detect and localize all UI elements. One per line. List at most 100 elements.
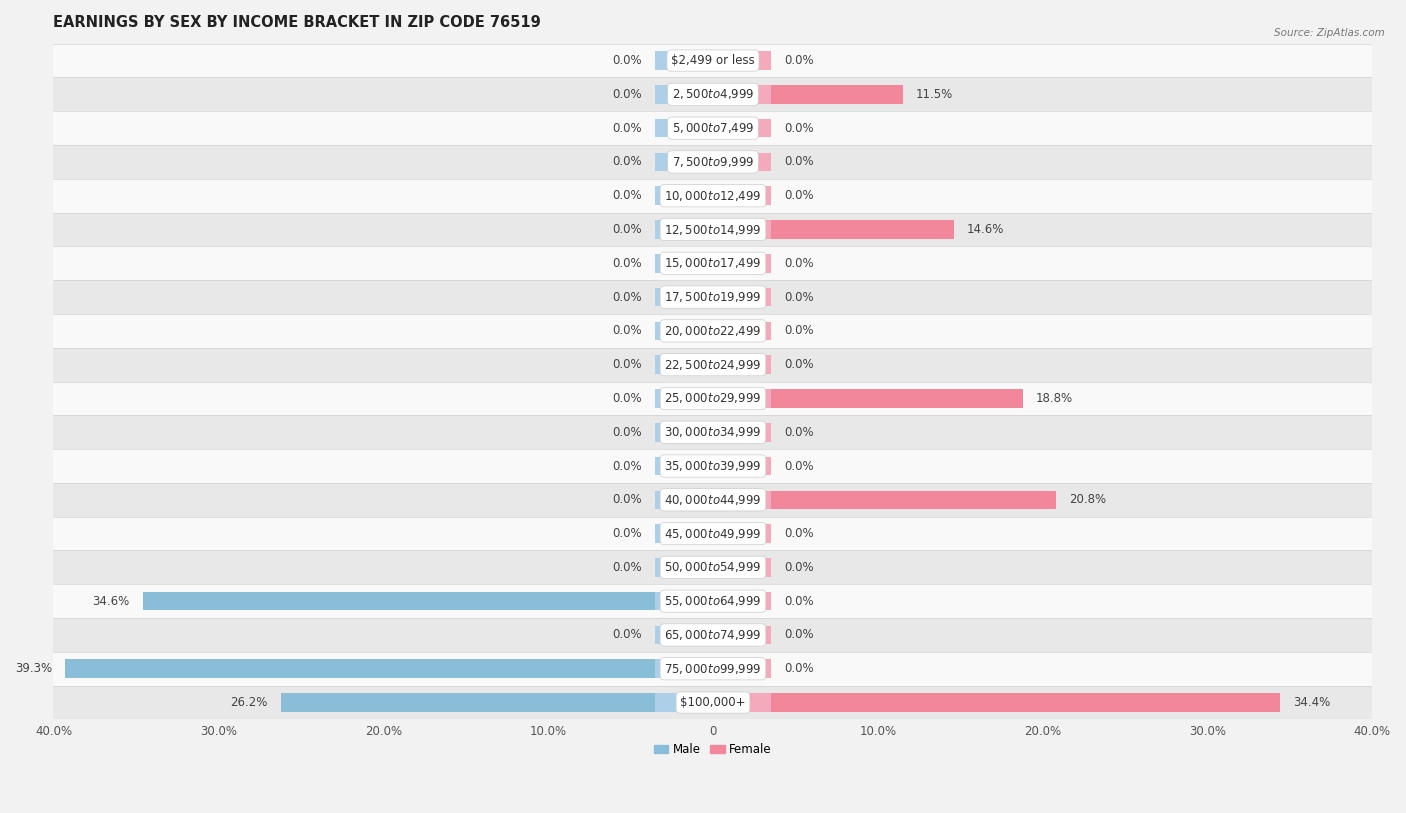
Bar <box>53 179 1372 213</box>
Bar <box>655 592 713 611</box>
Bar <box>713 186 770 205</box>
Bar <box>655 558 713 576</box>
Bar <box>53 111 1372 145</box>
Bar <box>655 355 713 374</box>
Bar <box>713 490 770 509</box>
Bar <box>713 220 770 239</box>
Text: 0.0%: 0.0% <box>613 122 643 135</box>
Bar <box>53 415 1372 449</box>
Text: 34.4%: 34.4% <box>1294 696 1330 709</box>
Text: 0.0%: 0.0% <box>613 426 643 439</box>
Text: 0.0%: 0.0% <box>613 88 643 101</box>
Text: 0.0%: 0.0% <box>613 257 643 270</box>
Bar <box>713 626 770 644</box>
Bar <box>655 288 713 307</box>
Text: $75,000 to $99,999: $75,000 to $99,999 <box>664 662 762 676</box>
Bar <box>655 322 713 340</box>
Bar <box>713 85 903 103</box>
Text: 20.8%: 20.8% <box>1069 493 1107 506</box>
Text: 0.0%: 0.0% <box>785 628 814 641</box>
Text: 11.5%: 11.5% <box>915 88 953 101</box>
Bar <box>53 618 1372 652</box>
Bar <box>53 517 1372 550</box>
Text: 0.0%: 0.0% <box>785 324 814 337</box>
Bar <box>655 423 713 441</box>
Text: $100,000+: $100,000+ <box>681 696 745 709</box>
Text: $12,500 to $14,999: $12,500 to $14,999 <box>664 223 762 237</box>
Bar <box>713 288 770 307</box>
Text: 0.0%: 0.0% <box>785 257 814 270</box>
Text: 34.6%: 34.6% <box>91 594 129 607</box>
Text: 0.0%: 0.0% <box>613 54 643 67</box>
Bar <box>655 693 713 712</box>
Bar <box>713 153 770 172</box>
Legend: Male, Female: Male, Female <box>650 738 776 761</box>
Bar <box>655 254 713 272</box>
Bar <box>53 77 1372 111</box>
Bar <box>53 550 1372 585</box>
Text: $30,000 to $34,999: $30,000 to $34,999 <box>664 425 762 439</box>
Bar <box>713 389 770 408</box>
Text: 0.0%: 0.0% <box>613 155 643 168</box>
Bar <box>655 659 713 678</box>
Text: $40,000 to $44,999: $40,000 to $44,999 <box>664 493 762 506</box>
Bar <box>713 659 770 678</box>
Bar <box>655 51 713 70</box>
Bar <box>713 558 770 576</box>
Text: Source: ZipAtlas.com: Source: ZipAtlas.com <box>1274 28 1385 38</box>
Text: 0.0%: 0.0% <box>613 628 643 641</box>
Text: $5,000 to $7,499: $5,000 to $7,499 <box>672 121 754 135</box>
Text: 0.0%: 0.0% <box>785 426 814 439</box>
Bar <box>713 355 770 374</box>
Bar <box>53 585 1372 618</box>
Text: 0.0%: 0.0% <box>613 223 643 236</box>
Bar <box>53 280 1372 314</box>
Bar <box>655 220 713 239</box>
Bar <box>655 85 713 103</box>
Text: 0.0%: 0.0% <box>613 359 643 372</box>
Bar <box>713 85 770 103</box>
Text: $2,499 or less: $2,499 or less <box>671 54 755 67</box>
Text: $10,000 to $12,499: $10,000 to $12,499 <box>664 189 762 202</box>
Bar <box>655 457 713 476</box>
Text: $55,000 to $64,999: $55,000 to $64,999 <box>664 594 762 608</box>
Bar <box>53 246 1372 280</box>
Text: 0.0%: 0.0% <box>613 527 643 540</box>
Bar <box>65 659 713 678</box>
Text: $17,500 to $19,999: $17,500 to $19,999 <box>664 290 762 304</box>
Bar <box>53 652 1372 685</box>
Bar <box>53 44 1372 77</box>
Bar <box>713 423 770 441</box>
Text: $20,000 to $22,499: $20,000 to $22,499 <box>664 324 762 338</box>
Text: 0.0%: 0.0% <box>785 290 814 303</box>
Bar <box>713 693 1279 712</box>
Text: $35,000 to $39,999: $35,000 to $39,999 <box>664 459 762 473</box>
Bar <box>142 592 713 611</box>
Text: $45,000 to $49,999: $45,000 to $49,999 <box>664 527 762 541</box>
Bar <box>53 213 1372 246</box>
Bar <box>713 693 770 712</box>
Bar <box>53 381 1372 415</box>
Bar <box>281 693 713 712</box>
Bar <box>53 685 1372 720</box>
Text: EARNINGS BY SEX BY INCOME BRACKET IN ZIP CODE 76519: EARNINGS BY SEX BY INCOME BRACKET IN ZIP… <box>53 15 541 30</box>
Bar <box>713 592 770 611</box>
Text: 0.0%: 0.0% <box>785 594 814 607</box>
Text: 0.0%: 0.0% <box>613 561 643 574</box>
Bar <box>53 145 1372 179</box>
Text: 0.0%: 0.0% <box>785 359 814 372</box>
Text: 14.6%: 14.6% <box>967 223 1004 236</box>
Text: 0.0%: 0.0% <box>785 155 814 168</box>
Bar <box>655 153 713 172</box>
Bar <box>713 51 770 70</box>
Bar <box>713 389 1024 408</box>
Bar <box>655 490 713 509</box>
Bar <box>713 457 770 476</box>
Text: 18.8%: 18.8% <box>1036 392 1073 405</box>
Bar <box>713 524 770 543</box>
Text: 0.0%: 0.0% <box>785 459 814 472</box>
Bar <box>655 524 713 543</box>
Bar <box>713 220 953 239</box>
Text: $50,000 to $54,999: $50,000 to $54,999 <box>664 560 762 575</box>
Bar <box>713 119 770 137</box>
